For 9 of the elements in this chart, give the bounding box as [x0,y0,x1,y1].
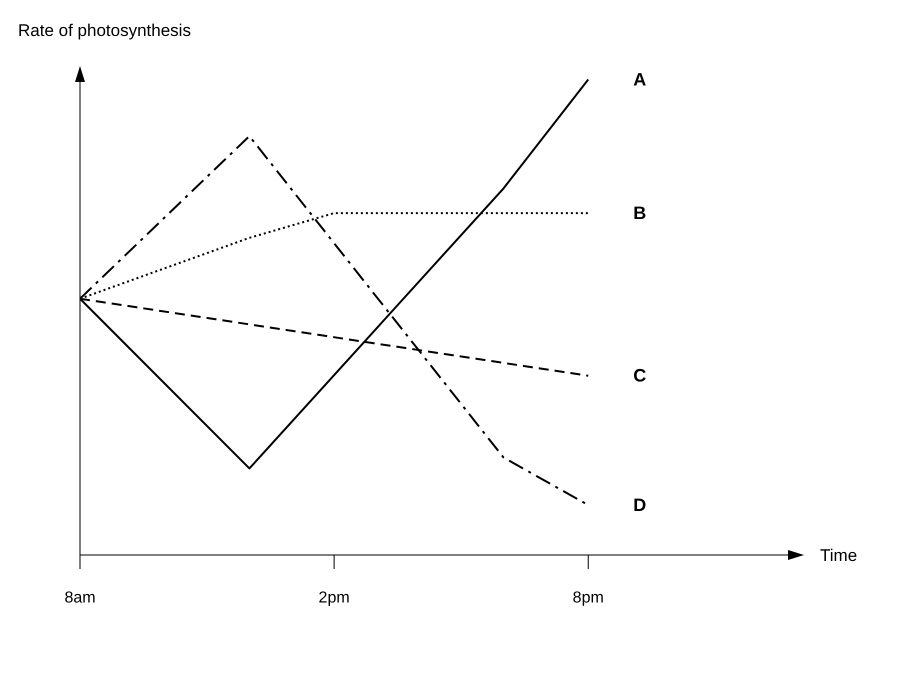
x-tick-label: 2pm [318,589,350,606]
x-tick-label: 8pm [572,589,604,606]
x-tick-label: 8am [64,589,96,606]
text: A [633,70,646,90]
text: C [633,366,646,386]
text: D [633,495,646,516]
y-axis-title: Rate of photosynthesis [18,21,191,40]
text: B [633,203,646,224]
x-axis-title: Time [820,546,858,565]
